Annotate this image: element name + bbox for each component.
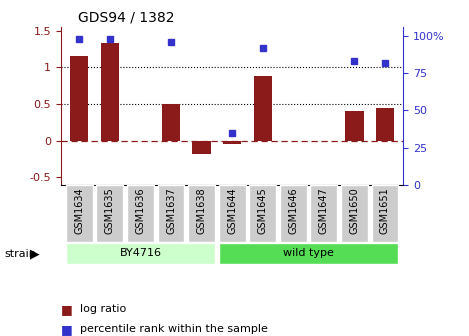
Bar (188, 185, 215, 242)
Text: ■: ■ (61, 303, 73, 316)
Text: BY4716: BY4716 (120, 248, 161, 258)
Bar (192, 141, 211, 154)
Text: percentile rank within the sample: percentile rank within the sample (80, 324, 268, 334)
Bar (345, 111, 363, 141)
Bar (219, 243, 399, 264)
Text: GSM1651: GSM1651 (380, 187, 390, 234)
Text: GSM1647: GSM1647 (319, 187, 329, 234)
Bar (97, 185, 123, 242)
Text: GSM1635: GSM1635 (105, 187, 115, 234)
Bar (249, 185, 276, 242)
Bar (280, 185, 307, 242)
Text: GSM1644: GSM1644 (227, 187, 237, 234)
Bar (376, 109, 394, 141)
Text: GSM1637: GSM1637 (166, 187, 176, 234)
Bar (223, 141, 242, 144)
Text: GSM1650: GSM1650 (349, 187, 359, 234)
Bar (66, 185, 93, 242)
Text: log ratio: log ratio (80, 304, 126, 314)
Text: strain: strain (5, 249, 37, 259)
Text: GSM1634: GSM1634 (74, 187, 84, 234)
Bar (127, 185, 154, 242)
Text: GSM1645: GSM1645 (258, 187, 268, 234)
Bar (101, 43, 119, 141)
Text: GDS94 / 1382: GDS94 / 1382 (78, 10, 174, 24)
Bar (310, 185, 337, 242)
Text: ■: ■ (61, 323, 73, 336)
Bar (70, 56, 89, 141)
Bar (219, 185, 246, 242)
Text: GSM1636: GSM1636 (136, 187, 145, 234)
Text: GSM1638: GSM1638 (197, 187, 206, 234)
Bar (254, 76, 272, 141)
Text: GSM1646: GSM1646 (288, 187, 298, 234)
Bar (162, 104, 180, 141)
Bar (66, 243, 215, 264)
Text: ▶: ▶ (30, 247, 40, 260)
Text: wild type: wild type (283, 248, 334, 258)
Bar (341, 185, 368, 242)
Bar (371, 185, 399, 242)
Bar (158, 185, 184, 242)
